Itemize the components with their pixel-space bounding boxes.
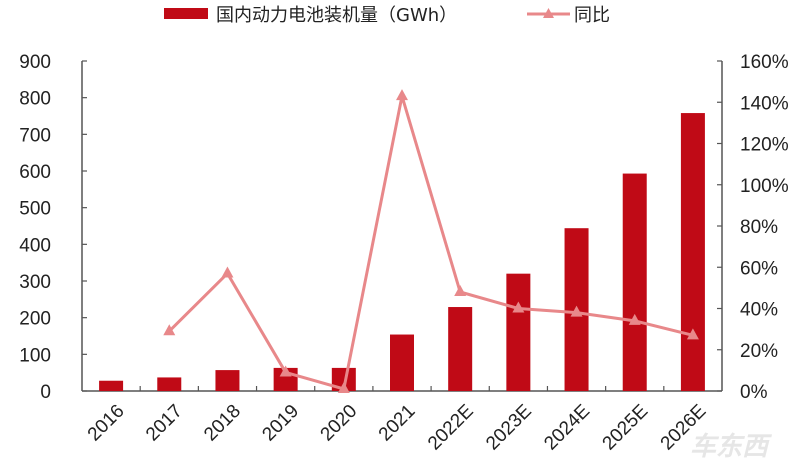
triangle-marker-icon bbox=[221, 266, 234, 278]
bar bbox=[99, 380, 124, 391]
right-axis-tick-label: 100% bbox=[740, 176, 789, 197]
legend-line-label: 同比 bbox=[574, 5, 610, 26]
bar bbox=[506, 273, 531, 391]
left-axis-tick-label: 200 bbox=[19, 309, 51, 330]
triangle-marker-icon bbox=[163, 324, 176, 336]
triangle-marker-icon bbox=[543, 8, 554, 18]
x-axis-tick-label: 2022E bbox=[424, 401, 478, 455]
right-axis-tick-label: 60% bbox=[740, 258, 778, 279]
right-axis-tick-label: 120% bbox=[740, 135, 789, 156]
triangle-marker-icon bbox=[396, 89, 408, 101]
x-axis-tick-label: 2024E bbox=[540, 401, 594, 455]
line-series bbox=[163, 89, 699, 393]
left-axis-tick-label: 400 bbox=[19, 235, 51, 256]
axes: 0 100 200 300 400 500 600 700 800 900 0% 20% 40% 60% 8… bbox=[19, 52, 788, 403]
left-axis-tick-label: 0 bbox=[40, 382, 51, 403]
bar bbox=[157, 377, 182, 391]
triangle-marker-icon bbox=[337, 381, 350, 393]
x-axis-labels: 2016 2017 2018 2019 2020 2021 2022E 2023E 2024E 2… bbox=[84, 401, 711, 455]
left-axis-tick-label: 600 bbox=[19, 162, 51, 183]
bar-series bbox=[99, 113, 705, 392]
triangle-marker-icon bbox=[686, 328, 699, 340]
bar bbox=[448, 307, 473, 391]
x-axis-tick-label: 2019 bbox=[258, 401, 303, 446]
bar bbox=[215, 370, 240, 391]
triangle-marker-icon bbox=[512, 301, 525, 313]
legend-bar-swatch bbox=[164, 8, 208, 19]
right-axis-tick-label: 0% bbox=[740, 382, 768, 403]
x-axis-tick-label: 2021 bbox=[375, 401, 420, 446]
right-axis-tick-label: 40% bbox=[740, 300, 778, 321]
right-axis-tick-label: 140% bbox=[740, 93, 789, 114]
legend: 国内动力电池装机量（GWh） 同比 bbox=[164, 5, 610, 26]
bar bbox=[331, 367, 356, 391]
yoy-line bbox=[168, 95, 694, 391]
left-axis-tick-label: 700 bbox=[19, 125, 51, 146]
x-axis-tick-label: 2018 bbox=[200, 401, 245, 446]
triangle-marker-icon bbox=[454, 285, 467, 296]
x-axis-tick-label: 2017 bbox=[142, 401, 187, 446]
left-axis-tick-label: 300 bbox=[19, 272, 51, 293]
watermark: 车东西 bbox=[690, 432, 773, 462]
left-axis-tick-label: 500 bbox=[19, 199, 51, 220]
bar bbox=[622, 173, 647, 391]
x-axis-tick-label: 2025E bbox=[599, 401, 653, 455]
legend-bar-label: 国内动力电池装机量（GWh） bbox=[216, 5, 457, 26]
right-axis-tick-label: 160% bbox=[740, 52, 789, 73]
right-axis-tick-label: 80% bbox=[740, 217, 778, 238]
x-axis-tick-label: 2023E bbox=[482, 401, 536, 455]
left-axis-tick-label: 900 bbox=[19, 52, 51, 73]
triangle-marker-icon bbox=[279, 365, 292, 377]
x-axis-tick-label: 2016 bbox=[84, 401, 129, 446]
bar bbox=[680, 113, 705, 392]
x-axis-tick-label: 2020 bbox=[317, 401, 362, 446]
left-axis-tick-label: 800 bbox=[19, 89, 51, 110]
bar bbox=[390, 334, 414, 391]
left-axis-tick-label: 100 bbox=[19, 345, 51, 366]
triangle-marker-icon bbox=[628, 313, 641, 325]
right-axis-tick-label: 20% bbox=[740, 341, 778, 362]
triangle-marker-icon bbox=[570, 305, 583, 317]
